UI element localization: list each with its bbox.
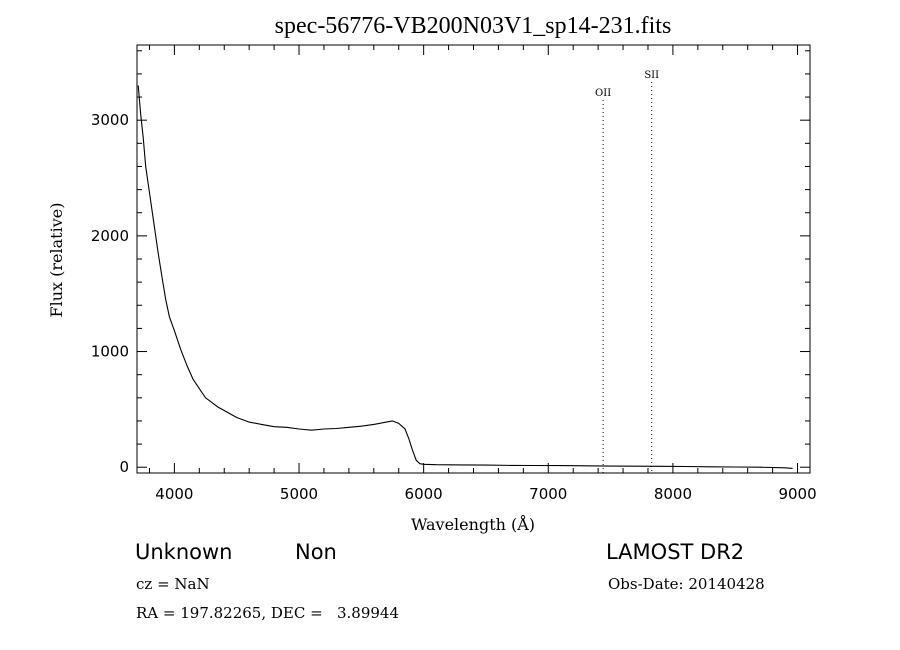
redshift-cz: cz = NaN [136,575,210,593]
object-subclass: Non [295,540,337,564]
object-class: Unknown [135,540,233,564]
x-tick-label: 6000 [405,485,443,503]
x-tick-label: 7000 [529,485,567,503]
x-tick-label: 8000 [654,485,692,503]
plot-frame [136,44,811,474]
ra-dec-coordinates: RA = 197.82265, DEC = 3.89944 [136,604,400,622]
emission-line-label: OII [595,88,611,99]
observation-date: Obs-Date: 20140428 [608,575,765,593]
x-tick-label: 9000 [778,485,816,503]
spectrum-trace [137,85,793,469]
x-axis-title: Wavelength (Å) [411,514,535,534]
y-tick-label: 1000 [91,343,129,361]
x-tick-label: 4000 [155,485,193,503]
y-tick-label: 3000 [91,111,129,129]
chart-title: spec-56776-VB200N03V1_sp14-231.fits [275,13,672,39]
survey-name: LAMOST DR2 [606,540,745,564]
y-axis-title: Flux (relative) [47,203,66,318]
plot-area: 4000 5000 6000 7000 8000 9000 0 1000 2000 3000 OII… [91,44,817,503]
y-tick-label: 2000 [91,227,129,245]
emission-line-label: SII [644,70,659,81]
y-tick-label: 0 [119,458,129,476]
x-tick-label: 5000 [280,485,318,503]
